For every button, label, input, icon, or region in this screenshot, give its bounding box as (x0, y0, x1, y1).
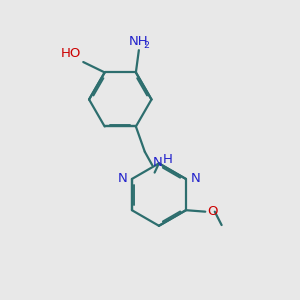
Text: HO: HO (61, 47, 81, 60)
Text: O: O (208, 205, 218, 218)
Text: N: N (118, 172, 128, 185)
Text: N: N (153, 156, 163, 169)
Text: H: H (163, 153, 172, 166)
Text: N: N (190, 172, 200, 185)
Text: 2: 2 (144, 40, 150, 50)
Text: NH: NH (128, 35, 148, 48)
